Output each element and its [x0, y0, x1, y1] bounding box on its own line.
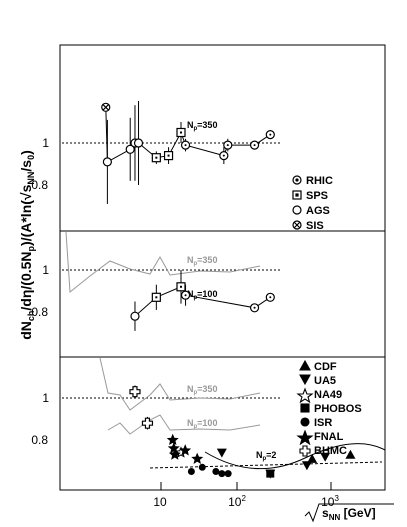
- point-top-ags-1: [125, 144, 135, 154]
- data-marks: [101, 101, 356, 479]
- point-bottom-fnal-4: [191, 452, 204, 464]
- annot-middle-np350: Np=350: [187, 255, 217, 267]
- xtick-100: 102: [228, 494, 246, 509]
- point-bottom-isr-2: [212, 468, 220, 475]
- point-bottom-isr-0: [187, 468, 195, 475]
- svg-text:dNch/dη/(0.5Np)/(A*ln(√sNN/s0): dNch/dη/(0.5Np)/(A*ln(√sNN/s0): [18, 150, 36, 340]
- y-axis-label: dNch/dη/(0.5Np)/(A*ln(√sNN/s0): [18, 150, 36, 340]
- legend-cdf: CDF: [314, 361, 337, 373]
- point-bottom-fnal-0: [166, 433, 179, 446]
- point-middle-rhic-0-dot: [184, 294, 187, 297]
- point-top-rhic-3-dot: [253, 144, 256, 147]
- point-bottom-cdf-1: [345, 449, 356, 459]
- legend-ua5: UA5: [314, 375, 336, 387]
- panel-top: 1 0.8 Np=350 RHIC SPS AGS SIS: [31, 44, 386, 232]
- panel-middle: 1 0.8 Np=350 Np=100: [31, 230, 386, 358]
- point-middle-sps-1-dot: [179, 285, 182, 288]
- legend-bottom: CDF UA5 NA49 PHOBOS ISR FNAL BHMC: [314, 361, 362, 457]
- ytick-top-1: 1: [42, 136, 49, 150]
- ytick-bottom-0p8: 0.8: [31, 433, 48, 447]
- annot-bottom-np2: Np=2: [256, 450, 276, 462]
- point-middle-sps-0-dot: [155, 296, 158, 299]
- annot-top-np350: Np=350: [187, 120, 217, 132]
- point-top-ags-3: [133, 138, 144, 148]
- panel-bottom: 1 0.8 Np=350 Np=100 Np=2 CDF UA5 NA49 PH…: [31, 356, 386, 509]
- point-bottom-phobos-0: [266, 469, 275, 478]
- point-bottom-cdf-0: [307, 453, 318, 463]
- ytick-middle-1: 1: [42, 263, 49, 277]
- legend-top: RHIC SPS AGS SIS: [306, 175, 333, 232]
- point-middle-rhic-1-dot: [253, 306, 256, 309]
- curve-bottom-np100: [107, 414, 261, 435]
- reference-line-bottom-np2: [149, 461, 383, 469]
- legend-na49: NA49: [314, 389, 342, 401]
- xtick-10: 10: [153, 495, 167, 509]
- legend-fnal: FNAL: [314, 431, 344, 443]
- point-top-rhic-1-dot: [222, 154, 225, 157]
- legend-ags: AGS: [306, 205, 330, 217]
- point-top-sps-0-dot: [155, 156, 158, 159]
- point-top-sps-1-dot: [167, 154, 170, 157]
- legend-rhic: RHIC: [306, 175, 333, 187]
- point-bottom-ua5-3: [320, 452, 331, 462]
- legend-sps: SPS: [306, 190, 328, 202]
- point-bottom-isr-3: [218, 470, 226, 478]
- point-bottom-isr-1: [198, 463, 206, 471]
- ytick-bottom-1: 1: [42, 391, 49, 405]
- point-bottom-fnal-1: [167, 442, 180, 454]
- point-bottom-ua5-2: [301, 461, 312, 471]
- point-bottom-bhmc-1: [141, 417, 154, 429]
- point-top-sps-2-dot: [179, 131, 182, 134]
- ytick-middle-0p8: 0.8: [31, 305, 48, 319]
- legend-phobos: PHOBOS: [314, 403, 362, 415]
- legend-bhmc: BHMC: [314, 445, 347, 457]
- point-top-rhic-4-dot: [269, 133, 272, 136]
- legend-top-markers: [292, 175, 302, 230]
- point-bottom-bhmc-0: [129, 386, 141, 398]
- point-top-rhic-2-dot: [226, 144, 229, 147]
- annot-middle-np100: Np=100: [187, 289, 217, 301]
- x-axis-ticks: [160, 482, 332, 490]
- point-top-rhic-0-dot: [184, 144, 187, 147]
- point-bottom-isr-4: [224, 470, 232, 478]
- curve-middle-np350: [65, 231, 261, 293]
- point-bottom-ua5-0: [216, 448, 227, 458]
- point-top-ags-0: [102, 157, 112, 167]
- point-bottom-fnal-2: [168, 448, 181, 460]
- annot-bottom-np350: Np=350: [187, 384, 217, 396]
- point-bottom-fnal-3: [179, 444, 192, 456]
- curve-bottom-np350: [99, 357, 261, 411]
- curve-bottom-np2: [204, 443, 386, 470]
- point-top-sis-0-x: [102, 103, 110, 111]
- legend-isr: ISR: [314, 417, 332, 429]
- x-axis-label: sNN [GeV]: [304, 503, 394, 523]
- legend-bottom-markers: [296, 359, 314, 457]
- point-middle-rhic-2-dot: [269, 296, 272, 299]
- legend-sis: SIS: [306, 220, 324, 232]
- point-middle-ags-0: [130, 311, 140, 321]
- annot-bottom-np100: Np=100: [187, 418, 217, 430]
- ytick-top-0p8: 0.8: [31, 178, 48, 192]
